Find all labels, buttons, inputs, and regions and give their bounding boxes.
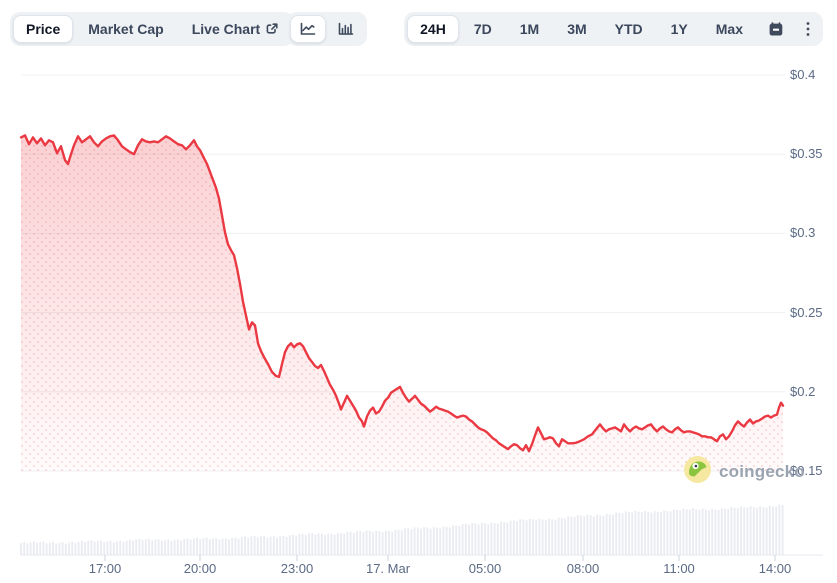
calendar-button[interactable] [758, 15, 794, 43]
line-chart-icon [300, 22, 316, 36]
x-axis-label: 20:00 [183, 561, 217, 576]
view-tabs-group: Price Market Cap Live Chart [10, 12, 295, 46]
external-link-icon [266, 23, 278, 35]
range-ytd[interactable]: YTD [602, 15, 656, 43]
live-chart-label: Live Chart [191, 20, 261, 37]
x-axis-label: 23:00 [280, 561, 314, 576]
x-axis-label: 05:00 [468, 561, 502, 576]
x-axis-label: 14:00 [758, 561, 792, 576]
time-range-group: 24H 7D 1M 3M YTD 1Y Max [404, 12, 823, 46]
chart-type-group [287, 12, 367, 46]
bar-chart-icon [338, 22, 354, 36]
coingecko-wordmark: coingecko [719, 462, 805, 481]
chart-toolbar: Price Market Cap Live Chart [0, 12, 837, 46]
y-axis-label: $0.25 [790, 304, 823, 320]
line-chart-type-button[interactable] [290, 15, 326, 43]
kebab-menu-icon [806, 21, 810, 37]
coingecko-logo-icon [683, 455, 712, 489]
range-1y[interactable]: 1Y [658, 15, 701, 43]
tab-live-chart[interactable]: Live Chart [179, 15, 291, 43]
tab-market-cap[interactable]: Market Cap [75, 15, 176, 43]
x-axis-label: 08:00 [566, 561, 600, 576]
x-axis-ticks [104, 555, 776, 561]
price-line [19, 134, 785, 453]
range-7d[interactable]: 7D [461, 15, 505, 43]
y-axis-label: $0.4 [790, 67, 816, 82]
more-options-button[interactable] [796, 15, 820, 43]
range-24h[interactable]: 24H [407, 15, 459, 43]
coingecko-watermark: coingecko [683, 455, 805, 489]
x-axis-label: 17. Mar [365, 561, 411, 576]
y-axis-label: $0.3 [790, 225, 816, 241]
range-3m[interactable]: 3M [554, 15, 599, 43]
y-axis-label: $0.2 [790, 383, 816, 399]
x-axis-label: 17:00 [88, 561, 122, 576]
range-1m[interactable]: 1M [507, 15, 552, 43]
y-axis-label: $0.15 [790, 463, 823, 478]
tab-price[interactable]: Price [13, 15, 74, 43]
price-area-dot-pattern [21, 135, 783, 471]
calendar-icon [768, 21, 784, 37]
range-max[interactable]: Max [703, 15, 756, 43]
y-axis-label: $0.35 [790, 146, 823, 162]
volume-bars [20, 504, 784, 555]
bar-chart-type-button[interactable] [328, 15, 364, 43]
x-axis-label: 11:00 [663, 561, 695, 576]
